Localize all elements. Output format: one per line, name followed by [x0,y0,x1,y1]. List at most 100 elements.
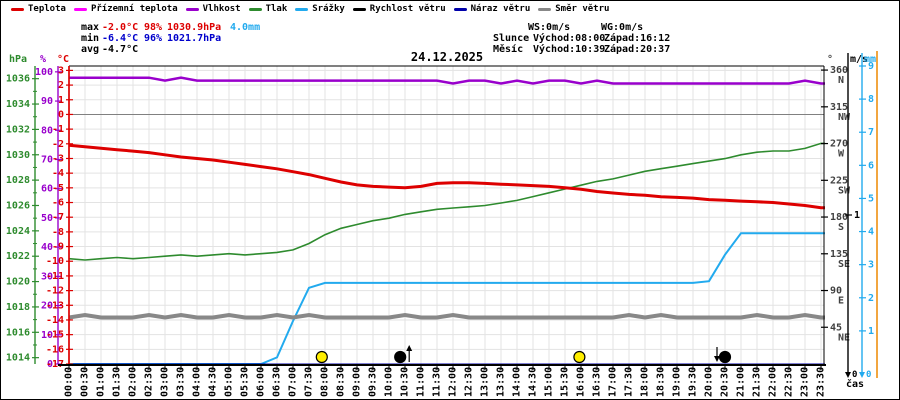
svg-text:-6: -6 [52,198,64,209]
svg-text:22:30: 22:30 [784,367,795,397]
legend-item-ground-temperature: Přízemní teplota [73,4,178,14]
legend-item-wind-direction: Směr větru [538,4,609,14]
moonset-time: Západ:20:37 [604,44,671,55]
stat-max-humidity: 98% [144,22,163,33]
moon-label: Měsíc [493,44,524,55]
gridlines [69,66,824,365]
svg-text:-14: -14 [46,315,64,326]
legend-label: Přízemní teplota [90,4,178,14]
x-axis-title: čas [846,379,865,390]
moonrise-marker [394,345,413,364]
sunset-time: Západ:16:12 [604,33,671,44]
svg-text:20: 20 [41,301,53,312]
svg-text:19:00: 19:00 [672,367,683,397]
wind-direction-line [68,312,825,320]
svg-text:05:00: 05:00 [224,367,235,397]
legend-swatch-ground-temperature-icon [73,7,87,11]
svg-text:-16: -16 [46,344,64,355]
svg-text:9: 9 [868,61,874,72]
svg-text:°: ° [827,54,833,65]
legend-label: Rychlost větru [369,4,446,14]
svg-text:W: W [838,149,845,160]
svg-text:23:00: 23:00 [800,367,811,397]
svg-text:21:30: 21:30 [752,367,763,397]
sun-label: Slunce [493,33,530,44]
svg-text:16:00: 16:00 [576,367,587,397]
legend-item-wind-speed: Rychlost větru [352,4,446,14]
moonset-marker [714,347,732,364]
svg-text:135: 135 [830,249,848,260]
svg-text:17:30: 17:30 [624,367,635,397]
svg-text:18:00: 18:00 [640,367,651,397]
stat-min-pressure: 1021.7hPa [167,33,222,44]
svg-text:07:30: 07:30 [304,367,315,397]
svg-text:01:00: 01:00 [96,367,107,397]
svg-text:06:30: 06:30 [272,367,283,397]
stat-max-temp: -2.0°C [102,22,139,33]
svg-text:70: 70 [41,154,53,165]
svg-text:03:30: 03:30 [176,367,187,397]
legend-swatch-wind-speed-icon [352,7,366,11]
svg-text:13:00: 13:00 [480,367,491,397]
svg-text:10:30: 10:30 [400,367,411,397]
svg-text:-4: -4 [52,168,64,179]
svg-text:13:30: 13:30 [496,367,507,397]
svg-text:1030: 1030 [6,150,30,161]
svg-text:01:30: 01:30 [112,367,123,397]
svg-text:00:30: 00:30 [80,367,91,397]
legend-item-precipitation: Srážky [295,4,345,14]
svg-text:50: 50 [41,213,53,224]
svg-text:60: 60 [41,184,53,195]
svg-text:225: 225 [830,175,848,186]
svg-text:NE: NE [838,332,850,343]
svg-text:100: 100 [35,67,53,78]
svg-text:-3: -3 [52,153,64,164]
humidity-line [69,76,825,85]
precipitation-line [69,232,825,365]
svg-text:-15: -15 [46,330,64,341]
svg-text:-2: -2 [52,139,64,150]
svg-text:20:00: 20:00 [704,367,715,397]
svg-text:07:00: 07:00 [288,367,299,397]
svg-text:14:30: 14:30 [528,367,539,397]
svg-text:4: 4 [868,227,874,238]
svg-text:1032: 1032 [6,124,30,135]
svg-text:-11: -11 [46,271,64,282]
svg-text:N: N [838,75,844,86]
svg-text:0: 0 [852,370,857,380]
svg-text:08:00: 08:00 [320,367,331,397]
stat-min-label: min [81,33,100,44]
svg-text:-8: -8 [52,227,64,238]
legend-label: Srážky [312,4,345,14]
svg-text:14:00: 14:00 [512,367,523,397]
svg-text:E: E [838,296,844,307]
svg-text:12:00: 12:00 [448,367,459,397]
svg-text:-5: -5 [52,183,64,194]
axis-precip: 0 mm9 8 7 6 5 4 3 2 1 [859,53,876,380]
moonrise-time: Východ:10:39 [533,44,606,55]
svg-text:-9: -9 [52,242,64,253]
svg-text:18:30: 18:30 [656,367,667,397]
svg-text:1018: 1018 [6,302,30,313]
sun-moon-markers [315,345,732,364]
legend-label: Náraz větru [470,4,531,14]
svg-text:06:00: 06:00 [256,367,267,397]
svg-text:1: 1 [58,95,64,106]
chart-title: 24.12.2025 [410,50,484,64]
svg-text:10:00: 10:00 [384,367,395,397]
svg-text:17:00: 17:00 [608,367,619,397]
svg-text:10: 10 [41,330,53,341]
svg-text:1: 1 [868,326,874,337]
svg-text:7: 7 [868,127,874,138]
svg-text:0: 0 [866,370,871,380]
svg-text:°C: °C [57,54,69,65]
stat-avg-temp: -4.7°C [102,44,139,55]
svg-text:360: 360 [830,65,848,76]
svg-text:2: 2 [868,293,874,304]
svg-text:30: 30 [41,271,53,282]
svg-text:08:30: 08:30 [336,367,347,397]
svg-text:1016: 1016 [6,327,30,338]
svg-text:180: 180 [830,212,848,223]
svg-text:20:30: 20:30 [720,367,731,397]
